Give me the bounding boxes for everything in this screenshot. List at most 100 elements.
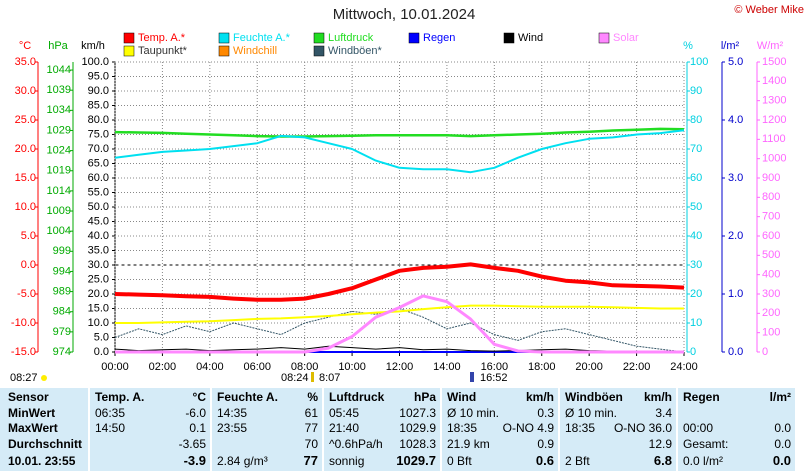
y-tick-label: 100.0 — [81, 56, 109, 68]
table-cell: 05:45 — [329, 406, 360, 420]
table-cell: 0.0 — [774, 437, 791, 451]
y-tick-label: 85.0 — [88, 99, 109, 111]
table-cell: 23:55 — [217, 421, 248, 435]
y-tick-label: 994 — [53, 265, 71, 277]
table-cell: Ø 10 min. — [447, 406, 500, 420]
series-line — [114, 308, 685, 353]
y-tick-label: 700 — [762, 211, 780, 223]
table-cell: 18:35 — [565, 421, 596, 435]
y-tick-label: 0 — [762, 346, 768, 358]
y-tick-label: 25.0 — [88, 273, 109, 285]
legend-label: Temp. A.* — [138, 32, 186, 44]
copyright: © Weber Mike — [734, 4, 804, 16]
legend-label: Feuchte A.* — [233, 32, 291, 44]
table-cell: 14:50 — [95, 421, 126, 435]
legend-swatch — [313, 32, 325, 44]
y-tick-label: 300 — [762, 288, 780, 300]
annotation: 08:24 — [281, 372, 309, 384]
y-tick-label: 30.0 — [88, 259, 109, 271]
series-line — [114, 129, 685, 174]
table-cell: 14:35 — [217, 406, 248, 420]
y-tick-label: 974 — [53, 346, 71, 358]
y-tick-label: 1000 — [762, 153, 786, 165]
x-tick-label: 02:00 — [149, 361, 177, 373]
x-tick-label: 04:00 — [196, 361, 224, 373]
y-tick-label: 40 — [690, 230, 702, 242]
table-header: Regen — [683, 390, 720, 404]
legend-swatch — [123, 45, 135, 57]
annotation: 16:52 — [480, 372, 508, 384]
table-cell: 0.0 — [774, 421, 791, 435]
table-cell: ^0.6hPa/h — [329, 437, 383, 451]
table-cell: Gesamt: — [683, 437, 729, 451]
series-line — [114, 127, 685, 138]
legend-swatch — [503, 32, 515, 44]
table-cell: 21:40 — [329, 421, 360, 435]
legend-label: Regen — [423, 32, 455, 44]
y-tick-label: 2.0 — [728, 230, 743, 242]
table-cell: 06:35 — [95, 406, 126, 420]
table-column — [90, 388, 210, 471]
y-tick-label: 979 — [53, 326, 71, 338]
x-tick-label: 06:00 — [243, 361, 271, 373]
y-tick-label: 45.0 — [88, 215, 109, 227]
table-cell: 12.9 — [648, 437, 672, 451]
legend-swatch — [598, 32, 610, 44]
y-tick-label: 500 — [762, 249, 780, 261]
sun-marker — [41, 375, 47, 381]
table-header: Feuchte A. — [217, 390, 278, 404]
table-cell: 2 Bft — [565, 454, 590, 468]
table-column — [442, 388, 558, 471]
table-column — [678, 388, 795, 471]
y-tick-label: 100 — [690, 56, 708, 68]
y-tick-label: -5.0 — [17, 288, 36, 300]
y-tick-label: 1029 — [47, 124, 71, 136]
y-tick-label: 3.0 — [728, 172, 743, 184]
table-cell: O-NO 4.9 — [502, 421, 554, 435]
legend-swatch — [123, 32, 135, 44]
row-label: MinWert — [8, 406, 56, 420]
table-cell: 0.0 l/m² — [683, 454, 724, 468]
axis-unit: km/h — [81, 40, 105, 52]
table-cell: 0.9 — [537, 437, 554, 451]
table-cell: 18:35 — [447, 421, 478, 435]
table-cell: 77 — [303, 453, 318, 468]
y-tick-label: 1300 — [762, 95, 786, 107]
table-header: Wind — [447, 390, 477, 404]
y-tick-label: 50.0 — [88, 201, 109, 213]
y-tick-label: 5.0 — [728, 56, 743, 68]
legend-label: Taupunkt* — [138, 45, 188, 57]
summary-table: Sensor Temp. A. °C Feuchte A.% Luftdruck hPa W… — [0, 388, 810, 471]
table-cell: 2.84 g/m³ — [217, 454, 268, 468]
table-header: % — [307, 390, 318, 404]
y-tick-label: 1004 — [47, 225, 71, 237]
y-tick-label: 1044 — [47, 64, 71, 76]
y-tick-label: 400 — [762, 269, 780, 281]
table-cell: -3.65 — [178, 437, 206, 451]
series-line — [115, 294, 684, 354]
legend-swatch — [313, 45, 325, 57]
table-header: Luftdruck — [329, 390, 385, 404]
table-header: km/h — [525, 390, 554, 404]
y-tick-label: 1024 — [47, 145, 71, 157]
y-tick-label: -10.0 — [11, 317, 36, 329]
axis-unit: l/m² — [721, 40, 740, 52]
y-tick-label: 600 — [762, 230, 780, 242]
y-tick-label: 15.0 — [15, 172, 36, 184]
x-tick-label: 22:00 — [623, 361, 651, 373]
y-tick-label: 30.0 — [15, 85, 36, 97]
y-tick-label: 900 — [762, 172, 780, 184]
y-tick-label: 50 — [690, 201, 702, 213]
x-tick-label: 18:00 — [528, 361, 556, 373]
table-cell: 0.0 — [772, 453, 791, 468]
table-cell: 61 — [304, 406, 318, 420]
legend-swatch — [218, 45, 230, 57]
table-column — [324, 388, 440, 471]
y-tick-label: 1019 — [47, 165, 71, 177]
table-cell: sonnig — [329, 454, 365, 468]
y-tick-label: 80.0 — [88, 114, 109, 126]
y-tick-label: 1009 — [47, 205, 71, 217]
table-header: l/m² — [769, 390, 791, 404]
axis-unit: hPa — [48, 40, 68, 52]
